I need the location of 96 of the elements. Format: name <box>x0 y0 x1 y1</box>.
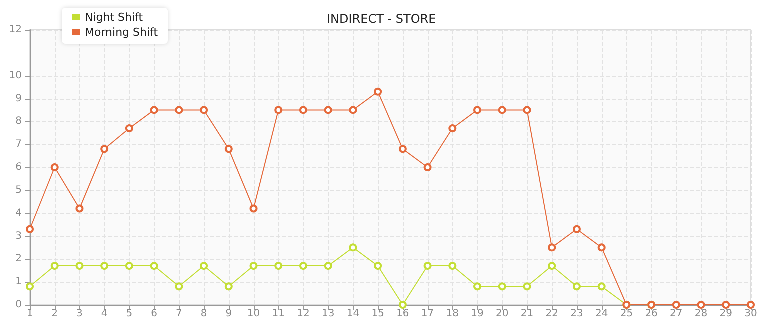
point <box>175 106 184 114</box>
x-tick-label: 12 <box>297 308 310 320</box>
x-tick-label: 29 <box>720 308 733 320</box>
point <box>274 262 283 270</box>
x-tick-label: 2 <box>52 308 58 320</box>
point <box>26 225 34 234</box>
x-tick-label: 24 <box>595 308 608 320</box>
point <box>100 145 109 154</box>
y-tick-label: 10 <box>9 70 22 82</box>
x-tick-label: 21 <box>520 308 534 320</box>
y-tick-label: 9 <box>16 93 22 104</box>
chart-title: INDIRECT - STORE <box>327 12 436 26</box>
point <box>722 301 730 309</box>
y-tick-label: 0 <box>16 300 22 310</box>
x-tick-label: 17 <box>421 308 434 320</box>
point <box>474 106 482 114</box>
point <box>200 106 208 114</box>
x-tick-label: 15 <box>372 308 384 320</box>
point <box>424 262 432 270</box>
x-tick-label: 1 <box>26 308 34 320</box>
point <box>50 164 59 172</box>
x-tick-label: 27 <box>670 308 683 320</box>
point <box>224 282 233 291</box>
point <box>250 204 258 213</box>
x-tick-label: 20 <box>496 308 509 320</box>
point <box>125 262 134 270</box>
x-tick-label: 11 <box>272 308 285 320</box>
legend-label: Night Shift <box>85 11 144 24</box>
x-tick-label: 14 <box>346 308 360 320</box>
point <box>572 225 581 234</box>
point <box>498 106 506 114</box>
y-tick-label: 5 <box>16 184 22 196</box>
point <box>548 244 556 252</box>
y-tick-label: 1 <box>16 276 22 288</box>
point <box>349 106 358 114</box>
point <box>523 282 532 291</box>
point <box>374 88 382 96</box>
x-tick-label: 5 <box>126 308 133 320</box>
x-tick-label: 26 <box>645 308 658 320</box>
y-tick-label: 4 <box>16 208 22 219</box>
point <box>250 262 258 270</box>
y-tick-label: 12 <box>9 24 22 36</box>
x-tick-label: 23 <box>570 308 584 320</box>
point <box>498 282 506 291</box>
x-tick-label: 9 <box>226 308 232 320</box>
point <box>374 262 382 270</box>
x-tick-label: 7 <box>176 308 182 320</box>
point <box>523 106 532 114</box>
x-tick-label: 25 <box>620 308 634 320</box>
point <box>398 301 407 309</box>
point <box>598 244 606 252</box>
x-tick-label: 4 <box>101 308 108 320</box>
point <box>224 145 233 154</box>
y-tick-label: 2 <box>16 254 22 265</box>
x-tick-label: 19 <box>471 308 484 320</box>
y-tick-label: 7 <box>16 139 22 150</box>
point <box>398 145 407 154</box>
x-tick-label: 8 <box>200 308 208 320</box>
point <box>598 282 606 291</box>
point <box>672 301 680 309</box>
point <box>76 204 84 213</box>
x-tick-label: 6 <box>151 308 158 320</box>
point <box>548 262 556 270</box>
x-tick-label: 13 <box>322 308 335 320</box>
point <box>299 262 308 270</box>
point <box>324 106 332 114</box>
y-tick-label: 3 <box>16 230 22 242</box>
point <box>175 282 184 291</box>
point <box>200 262 208 270</box>
point <box>50 262 59 270</box>
point <box>150 262 158 270</box>
point <box>474 282 482 291</box>
x-tick-label: 18 <box>446 308 460 320</box>
x-tick-label: 22 <box>546 308 558 320</box>
y-tick-label: 8 <box>16 116 22 128</box>
point <box>299 106 308 114</box>
x-tick-label: 28 <box>694 308 708 320</box>
legend-label: Morning Shift <box>85 26 159 39</box>
point <box>349 244 358 252</box>
point <box>424 164 432 172</box>
point <box>150 106 158 114</box>
point <box>76 262 84 270</box>
point <box>572 282 581 291</box>
point <box>324 262 332 270</box>
point <box>274 106 283 114</box>
x-tick-label: 3 <box>76 308 83 320</box>
y-tick-label: 6 <box>16 162 22 173</box>
point <box>697 301 706 309</box>
point <box>100 262 109 270</box>
x-tick-label: 16 <box>396 308 410 320</box>
point <box>26 282 34 291</box>
point <box>125 124 134 133</box>
point <box>448 124 457 133</box>
x-tick-label: 10 <box>247 308 260 320</box>
x-tick-label: 30 <box>744 308 758 320</box>
point <box>448 262 457 270</box>
